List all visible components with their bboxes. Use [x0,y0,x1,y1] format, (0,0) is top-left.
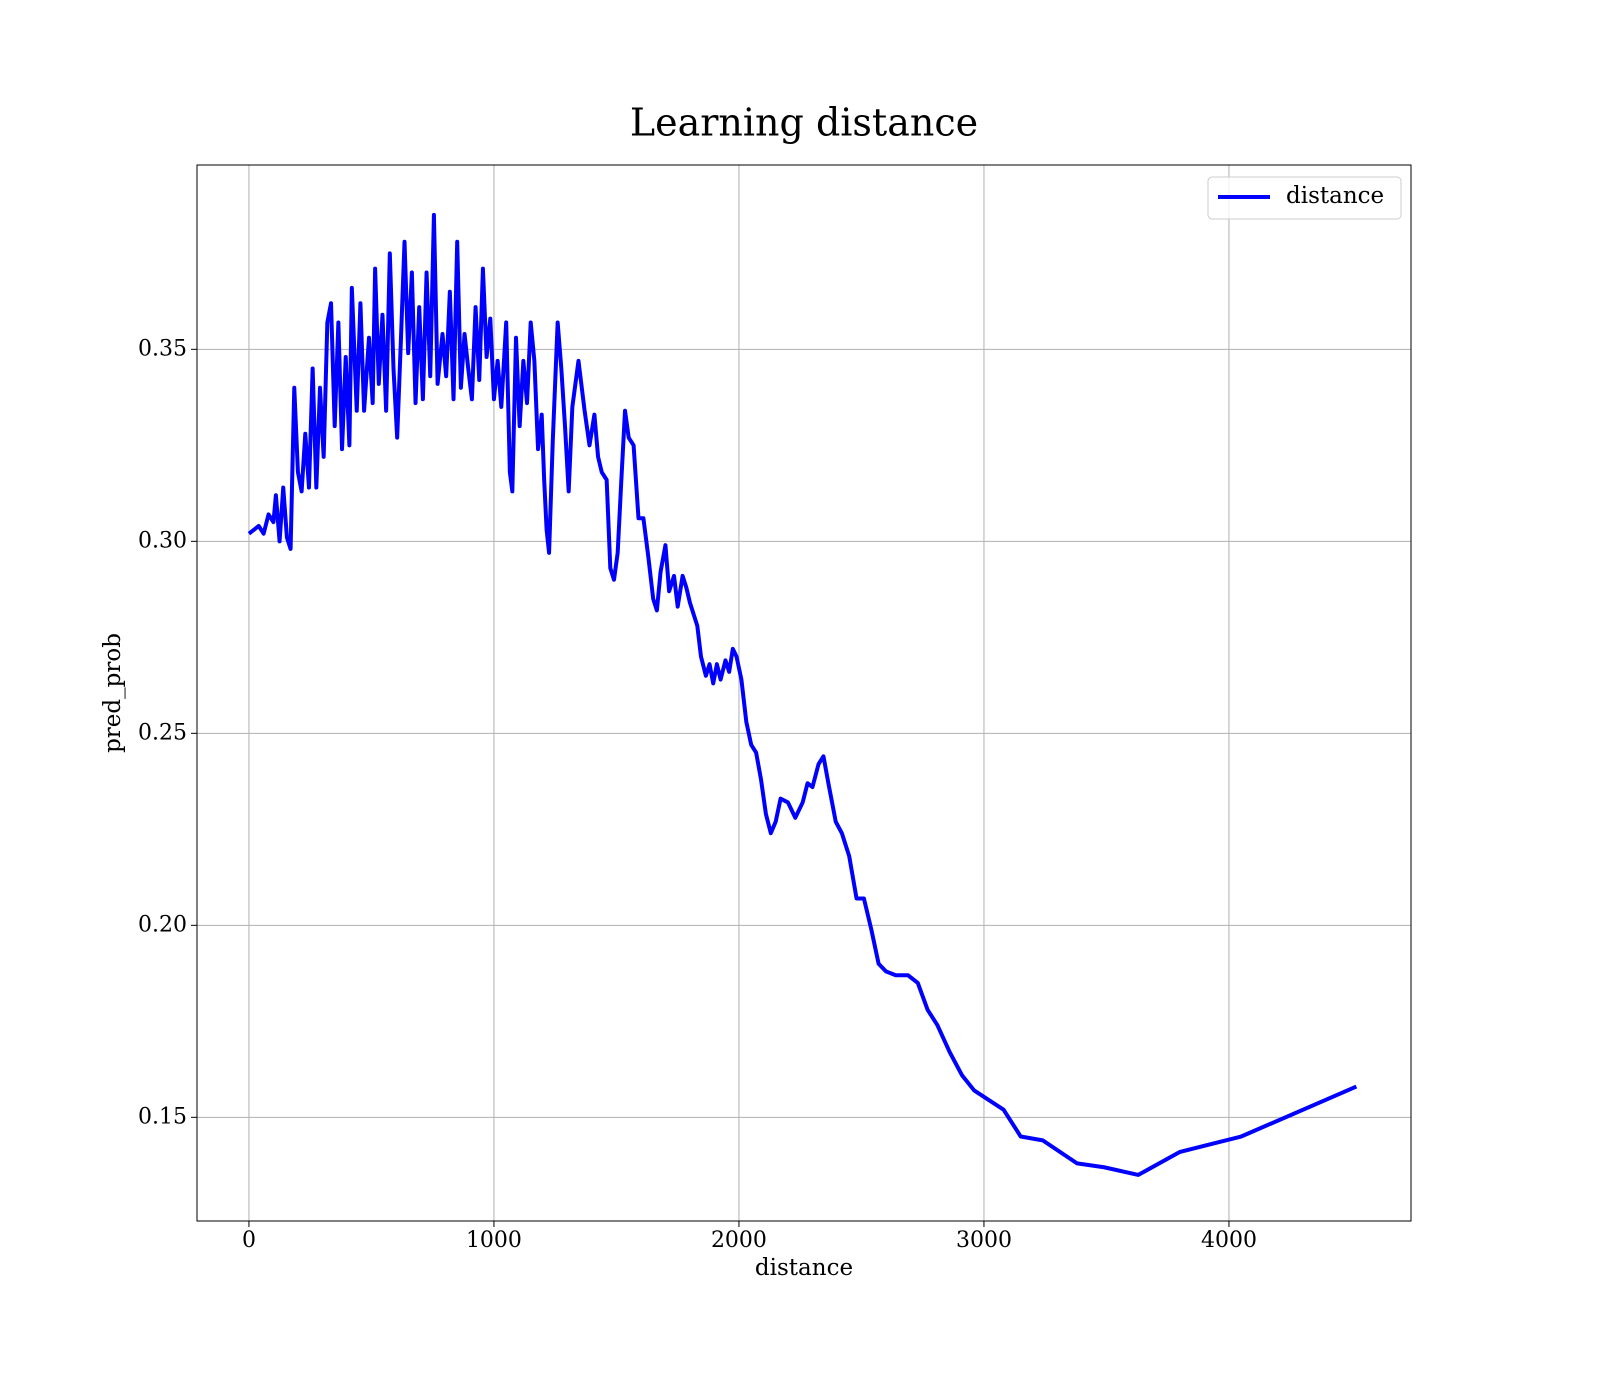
x-tick-label: 0 [242,1228,256,1253]
x-tick-label: 4000 [1201,1228,1257,1253]
chart-title: Learning distance [630,101,978,145]
y-tick-label: 0.35 [138,336,187,361]
y-axis-label: pred_prob [100,633,126,753]
data-line [247,212,1358,1177]
x-tick-label: 3000 [956,1228,1012,1253]
y-tick-label: 0.20 [138,912,187,937]
y-tick-label: 0.25 [138,720,187,745]
y-tick-label: 0.15 [138,1104,187,1129]
plot-frame [196,164,1412,1222]
x-tick-label: 2000 [711,1228,767,1253]
legend-label: distance [1286,183,1384,209]
y-tick-label: 0.30 [138,528,187,553]
legend-box [1207,176,1402,220]
x-axis-label: distance [755,1255,853,1281]
x-tick-label: 1000 [466,1228,522,1253]
